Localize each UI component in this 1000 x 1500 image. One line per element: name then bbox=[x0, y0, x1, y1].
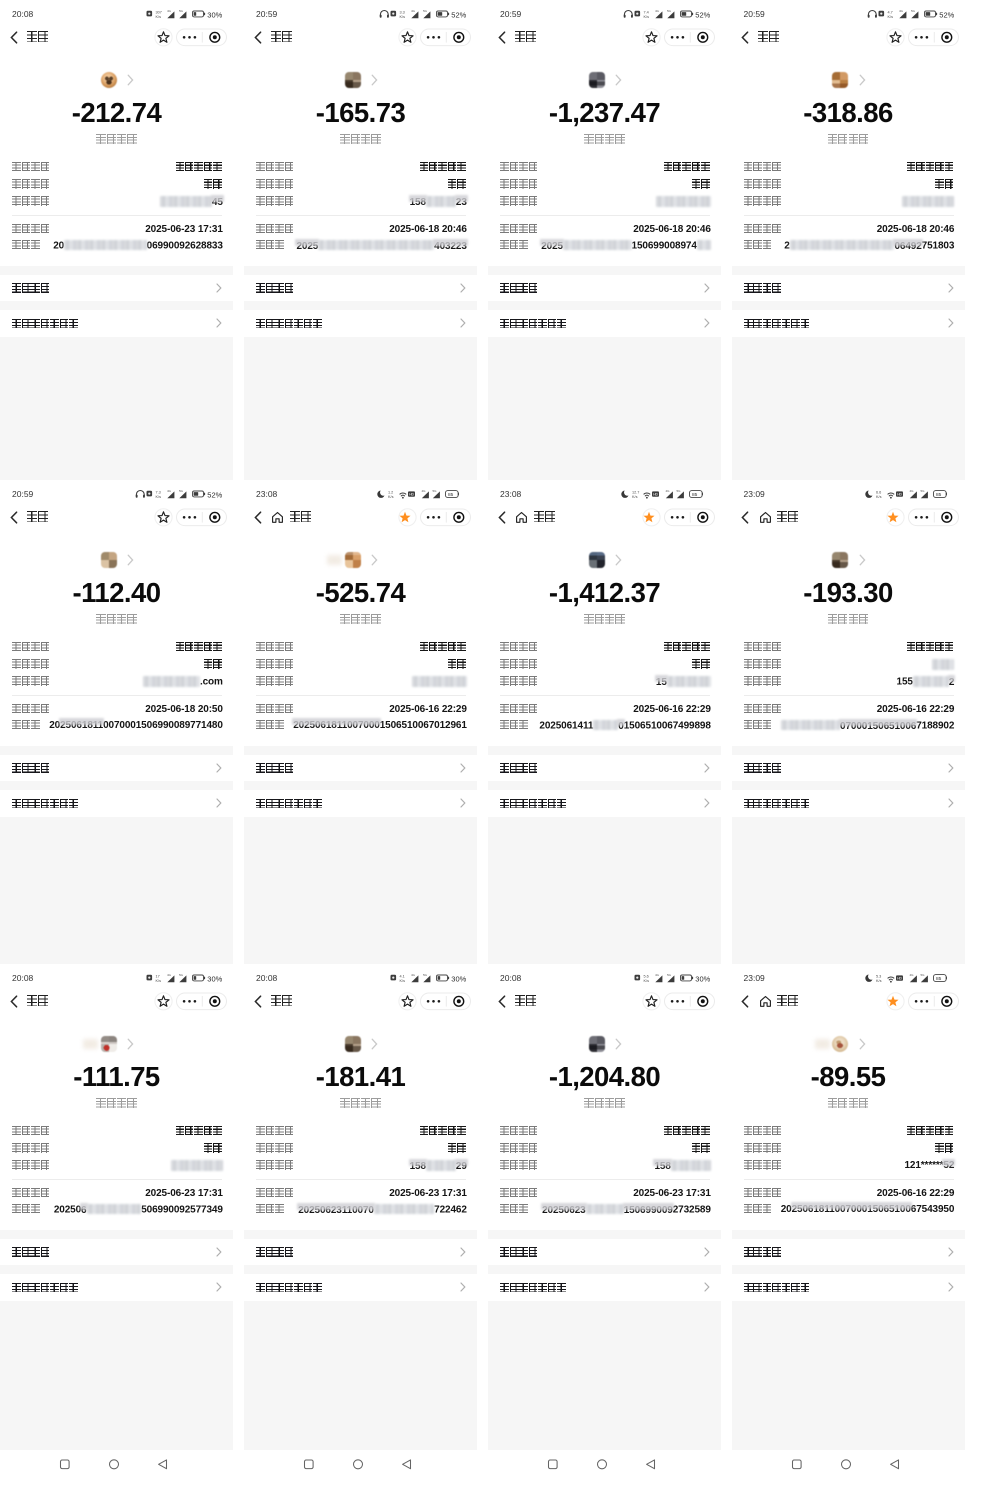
svg-text:5G: 5G bbox=[423, 9, 428, 13]
svg-text:85: 85 bbox=[692, 492, 698, 498]
svg-text:30%: 30% bbox=[451, 975, 466, 984]
svg-text:5G: 5G bbox=[677, 489, 682, 493]
svg-text:30%: 30% bbox=[207, 11, 222, 20]
svg-text:K/s: K/s bbox=[876, 979, 882, 983]
svg-text:5G: 5G bbox=[179, 9, 184, 13]
svg-text:4G: 4G bbox=[422, 489, 427, 493]
svg-text:4G: 4G bbox=[167, 489, 172, 493]
svg-text:4G: 4G bbox=[909, 973, 914, 977]
svg-text:K/s: K/s bbox=[400, 979, 406, 983]
svg-text:307: 307 bbox=[156, 11, 162, 15]
svg-text:K/s: K/s bbox=[156, 979, 162, 983]
svg-text:5G: 5G bbox=[179, 489, 184, 493]
svg-text:K/s: K/s bbox=[156, 495, 162, 499]
svg-text:85: 85 bbox=[448, 492, 454, 498]
svg-text:85: 85 bbox=[936, 492, 942, 498]
svg-text:K/s: K/s bbox=[644, 15, 650, 19]
svg-text:K/s: K/s bbox=[644, 979, 650, 983]
svg-text:HD: HD bbox=[897, 493, 902, 497]
svg-text:HD: HD bbox=[897, 977, 902, 981]
svg-text:4G: 4G bbox=[167, 973, 172, 977]
svg-text:4G: 4G bbox=[909, 489, 914, 493]
svg-text:7.3: 7.3 bbox=[156, 491, 161, 495]
svg-text:12.7: 12.7 bbox=[632, 491, 639, 495]
svg-text:5G: 5G bbox=[423, 973, 428, 977]
svg-text:K/s: K/s bbox=[876, 495, 882, 499]
svg-text:6.6: 6.6 bbox=[876, 491, 881, 495]
svg-text:HD: HD bbox=[409, 493, 414, 497]
svg-text:30%: 30% bbox=[207, 975, 222, 984]
svg-text:5.6: 5.6 bbox=[644, 975, 649, 979]
svg-text:7.4: 7.4 bbox=[644, 11, 649, 15]
svg-text:4G: 4G bbox=[899, 9, 904, 13]
svg-text:K/s: K/s bbox=[388, 495, 394, 499]
svg-text:52%: 52% bbox=[451, 11, 466, 20]
svg-text:52%: 52% bbox=[939, 11, 954, 20]
svg-text:5G: 5G bbox=[920, 973, 925, 977]
svg-text:52%: 52% bbox=[207, 491, 222, 500]
svg-text:5G: 5G bbox=[667, 973, 672, 977]
svg-text:4G: 4G bbox=[411, 973, 416, 977]
svg-text:4G: 4G bbox=[666, 489, 671, 493]
svg-text:K/s: K/s bbox=[400, 15, 406, 19]
svg-text:5G: 5G bbox=[920, 489, 925, 493]
svg-text:3.3: 3.3 bbox=[400, 11, 405, 15]
svg-text:52%: 52% bbox=[695, 11, 710, 20]
svg-text:4.1: 4.1 bbox=[400, 975, 405, 979]
svg-text:K/s: K/s bbox=[887, 15, 893, 19]
svg-text:HD: HD bbox=[653, 493, 658, 497]
svg-text:K/s: K/s bbox=[156, 15, 162, 19]
svg-text:4.7: 4.7 bbox=[887, 11, 892, 15]
svg-text:4G: 4G bbox=[411, 9, 416, 13]
svg-text:4G: 4G bbox=[167, 9, 172, 13]
svg-text:17: 17 bbox=[156, 975, 160, 979]
svg-text:85: 85 bbox=[936, 976, 942, 982]
svg-text:5G: 5G bbox=[667, 9, 672, 13]
svg-text:1.2: 1.2 bbox=[388, 491, 393, 495]
svg-text:5G: 5G bbox=[433, 489, 438, 493]
svg-text:5G: 5G bbox=[911, 9, 916, 13]
svg-text:5G: 5G bbox=[179, 973, 184, 977]
svg-text:K/s: K/s bbox=[632, 495, 638, 499]
svg-text:30%: 30% bbox=[695, 975, 710, 984]
svg-text:4G: 4G bbox=[655, 973, 660, 977]
svg-text:4G: 4G bbox=[655, 9, 660, 13]
svg-text:5.3: 5.3 bbox=[876, 975, 881, 979]
